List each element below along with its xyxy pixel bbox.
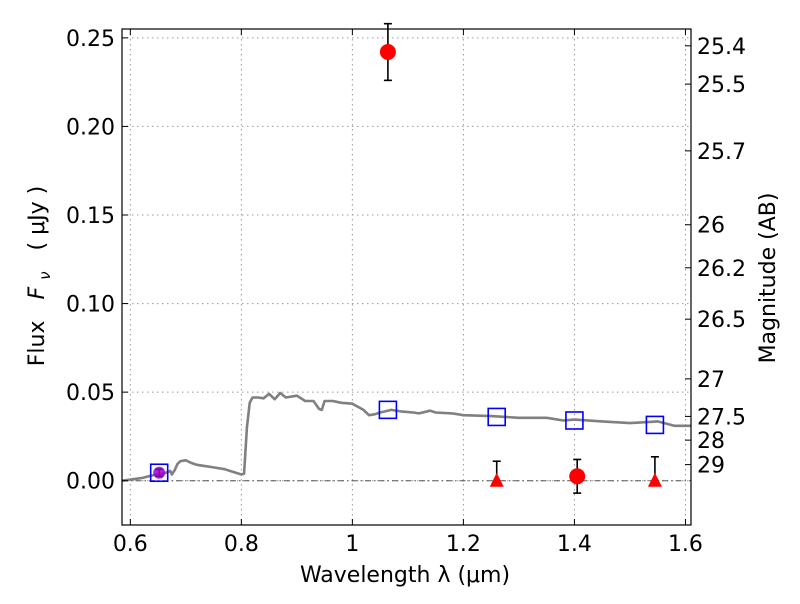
x-tick-label: 1 — [345, 532, 359, 557]
magnitude-tick-label: 25.4 — [697, 35, 746, 60]
model-sed-line — [121, 391, 691, 482]
magnitude-tick-label: 25.5 — [697, 73, 746, 98]
y-tick-label: 0.10 — [66, 293, 115, 318]
x-tick-label: 1.6 — [668, 532, 703, 557]
model-flux-square — [149, 463, 169, 483]
y-axis-label: Flux F ν ( μJy ) — [25, 186, 56, 366]
x-tick-label: 0.8 — [224, 532, 259, 557]
magnitude-tick-label: 26.5 — [697, 308, 746, 333]
magnitude-tick-label: 26.2 — [697, 257, 746, 282]
y-axis-label-prefix: Flux — [25, 320, 50, 366]
tick-labels: 0.6 0.8 1 1.2 1.4 1.6 0.00 0.05 0.10 0.15 0.20 0.25… — [66, 27, 746, 557]
y-tick-label: 0.00 — [66, 470, 115, 495]
x-axis-label: Wavelength λ (μm) — [300, 563, 510, 588]
flux-detection-point — [569, 468, 586, 485]
magnitude-tick-label: 28 — [697, 429, 725, 454]
y-tick-label: 0.20 — [66, 115, 115, 140]
flux-detection-point — [153, 466, 166, 479]
model-flux-square — [565, 411, 584, 430]
model-flux-square — [645, 415, 665, 435]
y-tick-label: 0.05 — [66, 381, 115, 406]
y-axis-label-symbol: F — [25, 286, 50, 299]
x-tick-label: 1.4 — [557, 532, 592, 557]
y-tick-label: 0.15 — [66, 204, 115, 229]
model-flux-square — [378, 400, 398, 420]
data-markers — [149, 22, 665, 494]
x-tick-label: 0.6 — [113, 532, 148, 557]
magnitude-tick-label: 26 — [697, 214, 725, 239]
magnitude-tick-label: 25.7 — [697, 140, 746, 165]
y-axis-label-subscript: ν — [36, 271, 54, 279]
upper-limit-triangle — [489, 472, 504, 487]
upper-limit-triangle — [647, 472, 662, 487]
magnitude-tick-label: 27.5 — [697, 405, 746, 430]
model-flux-square — [487, 407, 507, 427]
flux-detection-point — [379, 44, 396, 61]
axis-ticks — [122, 29, 691, 525]
x-tick-label: 1.2 — [446, 532, 481, 557]
magnitude-axis-label: Magnitude (AB) — [756, 193, 781, 364]
magnitude-tick-label: 27 — [697, 368, 725, 393]
plot-frame — [121, 28, 692, 526]
magnitude-tick-label: 29 — [697, 454, 725, 479]
y-tick-label: 0.25 — [66, 27, 115, 52]
y-axis-label-units: ( μJy ) — [25, 186, 50, 251]
